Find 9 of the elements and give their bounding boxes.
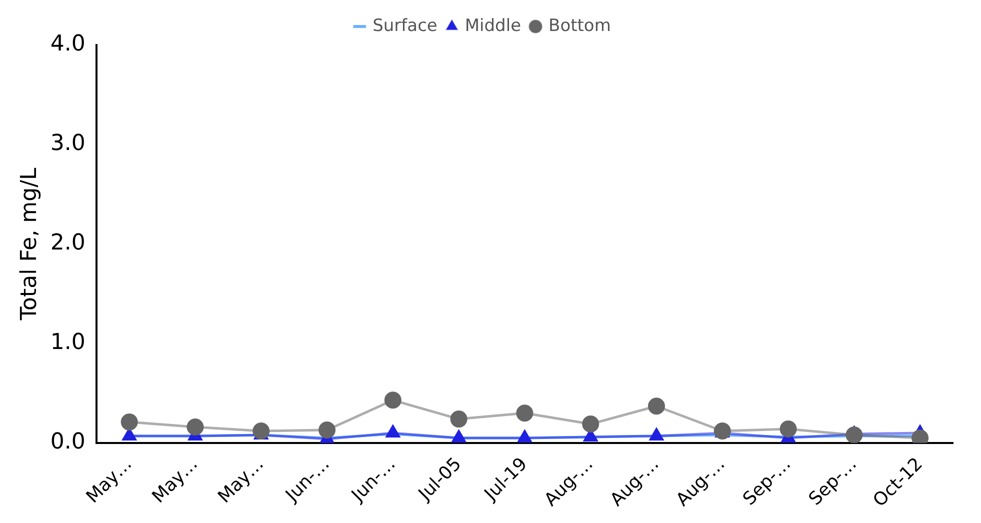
y-tick-label: 4.0 — [50, 32, 86, 57]
y-tick-label: 3.0 — [50, 131, 86, 156]
legend-label: Bottom — [548, 16, 611, 36]
legend-label: Surface — [372, 16, 438, 36]
y-tick-label: 2.0 — [50, 230, 86, 256]
y-tick-label: 1.0 — [50, 330, 86, 356]
y-axis-title: Total Fe, mg/L — [16, 167, 42, 322]
legend-label: Middle — [464, 16, 522, 36]
y-tick-label: 0.0 — [50, 430, 86, 455]
